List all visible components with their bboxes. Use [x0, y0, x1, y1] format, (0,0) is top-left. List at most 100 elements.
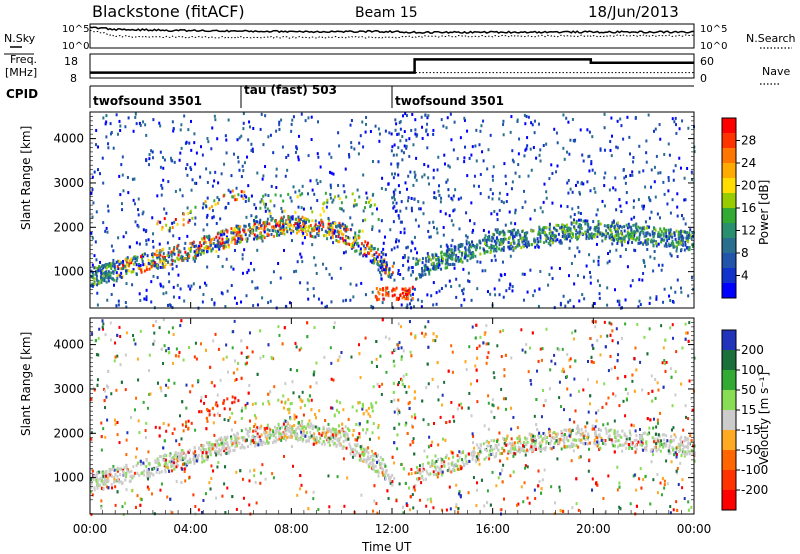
velocity-point	[323, 442, 326, 446]
power-point	[251, 147, 254, 151]
power-point	[90, 231, 93, 235]
power-point	[400, 200, 403, 204]
power-point	[260, 112, 263, 116]
power-point	[195, 244, 198, 248]
power-point	[128, 259, 131, 263]
power-point	[171, 221, 174, 225]
velocity-point	[293, 423, 296, 427]
power-point	[538, 153, 541, 157]
power-point	[575, 221, 578, 225]
power-point	[572, 305, 575, 309]
power-point	[614, 234, 617, 238]
power-point	[419, 275, 422, 279]
velocity-point	[479, 447, 482, 451]
power-point	[395, 209, 398, 213]
velocity-point	[684, 438, 687, 442]
power-point	[119, 124, 122, 128]
power-point	[273, 219, 276, 223]
velocity-point	[251, 402, 254, 406]
power-point	[445, 126, 448, 130]
power-point	[329, 229, 332, 233]
power-point	[533, 208, 536, 212]
power-point	[263, 202, 266, 206]
power-point	[482, 119, 485, 123]
power-point	[227, 245, 230, 249]
power-point	[236, 138, 239, 142]
power-point	[415, 262, 418, 266]
power-point	[446, 245, 449, 249]
velocity-point	[427, 445, 430, 449]
power-point	[615, 248, 618, 252]
power-point	[372, 247, 375, 251]
power-point	[559, 241, 562, 245]
power-point	[407, 268, 410, 272]
power-point	[603, 176, 606, 180]
power-point	[193, 141, 196, 145]
velocity-point	[650, 460, 653, 464]
power-point	[167, 251, 170, 255]
power-point	[342, 224, 345, 228]
power-point	[172, 247, 175, 251]
velocity-point	[277, 398, 280, 402]
power-point	[149, 262, 152, 266]
power-point	[631, 237, 634, 241]
power-point	[433, 255, 436, 259]
velocity-point	[242, 496, 245, 500]
power-point	[377, 127, 380, 131]
power-point	[411, 285, 414, 289]
velocity-point	[642, 477, 645, 481]
power-point	[548, 273, 551, 277]
velocity-point	[344, 425, 347, 429]
power-point	[255, 215, 258, 219]
power-point	[116, 265, 119, 269]
power-point	[311, 227, 314, 231]
power-point	[468, 219, 471, 223]
power-point	[590, 160, 593, 164]
power-point	[324, 191, 327, 195]
power-point	[491, 192, 494, 196]
power-point	[689, 234, 692, 238]
power-point	[233, 194, 236, 198]
power-point	[676, 192, 679, 196]
power-point	[232, 237, 235, 241]
power-point	[92, 201, 95, 205]
power-point	[184, 167, 187, 171]
power-frame	[89, 111, 695, 309]
power-point	[555, 223, 558, 227]
velocity-point	[487, 394, 490, 398]
power-point	[539, 206, 542, 210]
power-point	[380, 186, 383, 190]
power-point	[576, 246, 579, 250]
velocity-point	[472, 434, 475, 438]
velocity-point	[126, 431, 129, 435]
velocity-point	[520, 328, 523, 332]
power-point	[104, 229, 107, 233]
velocity-point	[566, 387, 569, 391]
velocity-point	[631, 443, 634, 447]
power-point	[171, 267, 174, 271]
power-point	[216, 137, 219, 141]
power-point	[461, 252, 464, 256]
power-point	[266, 232, 269, 236]
power-point	[284, 304, 287, 308]
power-point	[431, 262, 434, 266]
power-point	[293, 270, 296, 274]
power-point	[214, 118, 217, 122]
power-point	[221, 264, 224, 268]
power-point	[341, 236, 344, 240]
power-point	[314, 223, 317, 227]
power-point	[684, 222, 687, 226]
power-point	[502, 295, 505, 299]
velocity-point	[471, 457, 474, 461]
velocity-point	[441, 393, 444, 397]
velocity-point	[465, 368, 468, 372]
power-point	[272, 229, 275, 233]
power-point	[301, 184, 304, 188]
power-point	[655, 297, 658, 301]
power-point	[381, 268, 384, 272]
power-point	[619, 236, 622, 240]
power-point	[315, 227, 318, 231]
velocity-point	[605, 429, 608, 433]
power-point	[180, 146, 183, 150]
power-point	[380, 277, 383, 281]
